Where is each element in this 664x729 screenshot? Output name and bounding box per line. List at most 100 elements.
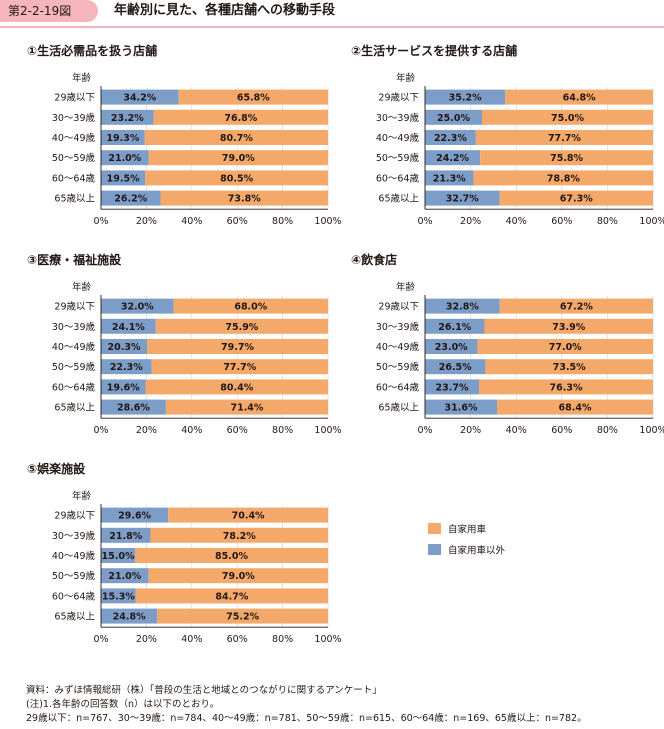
chart5-title: ⑤娯楽施設 [27,461,86,476]
chart1-bar-non-car [101,130,145,145]
footer-counts: 29歳以下：n=767、30～39歳：n=784、40～49歳：n=781、50… [26,713,587,724]
chart5-data-label-non-car: 24.8% [113,612,146,623]
chart2-bar-non-car [425,109,482,125]
chart3-bar-non-car [101,379,146,395]
chart4-bar-car [485,359,653,375]
chart4-bar-non-car [425,339,478,354]
chart4-data-label-non-car: 32.8% [446,302,479,313]
chart4-x-tick-label: 20% [460,425,481,436]
chart4-category-label: 65歳以上 [378,402,419,414]
chart5-data-label-car: 85.0% [215,551,248,562]
chart5-bar-non-car [101,568,149,584]
chart4-bar-car [479,379,653,395]
chart2-data-label-car: 64.8% [563,93,596,104]
chart2-data-label-car: 78.8% [547,173,580,184]
chart5-data-label-car: 78.2% [223,531,256,542]
chart4-x-tick-label: 60% [551,425,572,436]
chart2-title: ②生活サービスを提供する店舗 [351,43,517,58]
chart2-data-label-non-car: 22.3% [434,133,467,144]
chart5-data-label-car: 84.7% [215,591,248,602]
chart2-data-label-non-car: 25.0% [437,113,470,124]
chart4-category-label: 29歳以下 [378,301,419,313]
chart4-bar-car [484,318,653,334]
chart4-data-label-non-car: 26.1% [438,322,471,333]
chart4-data-label-non-car: 31.6% [445,403,478,414]
chart2-bar-non-car [425,150,481,166]
chart5-category-label: 30～39歳 [52,530,96,542]
chart1-data-label-non-car: 19.3% [106,133,139,144]
chart2-category-label: 30～39歳 [376,112,420,124]
chart1-bar-car [153,109,328,125]
chart2-x-tick-label: 80% [597,216,618,227]
chart5-data-label-car: 79.0% [222,571,255,582]
chart3-data-label-car: 75.9% [225,322,258,333]
chart1-data-label-non-car: 23.2% [111,113,144,124]
chart1-data-label-non-car: 21.0% [108,153,141,164]
chart5-x-tick-label: 0% [93,634,108,645]
chart4-data-label-car: 76.3% [550,382,583,393]
chart2-x-tick-label: 40% [506,216,527,227]
chart5-bar-non-car [101,507,169,523]
chart5-data-label-non-car: 15.3% [102,591,135,602]
chart3-bar-car [151,359,328,375]
chart2-ylabel: 年齢 [396,72,416,84]
chart4-category-label: 40～49歳 [376,341,420,353]
chart5-data-label-non-car: 21.0% [108,571,141,582]
chart3-bar-car [173,298,328,314]
chart4-bar-non-car [425,399,498,415]
chart1-x-tick-label: 40% [181,216,202,227]
chart1-category-label: 29歳以下 [54,92,95,104]
chart1-bar-car [160,190,328,206]
chart2-category-label: 65歳以上 [378,193,419,205]
chart3-data-label-car: 80.4% [220,382,253,393]
chart1-bar-car [144,130,328,145]
chart4-bar-non-car [425,359,486,375]
chart2-data-label-car: 75.8% [550,153,583,164]
chart4-bar-non-car [425,298,500,314]
chart1-data-label-car: 73.8% [228,194,261,205]
chart4-data-label-car: 73.5% [553,362,586,373]
chart2-bar-car [480,150,653,166]
chart4-category-label: 60～64歳 [376,381,420,393]
legend-label: 自家用車以外 [448,545,506,557]
chart5-bar-car [135,588,328,604]
chart1-category-label: 50～59歳 [52,152,96,164]
chart1-category-label: 30～39歳 [52,112,96,124]
chart1-x-tick-label: 80% [272,216,293,227]
footer-note: (注)1.各年齢の回答数（n）は以下のとおり。 [26,699,220,710]
chart2-bar-non-car [425,190,500,206]
chart1-data-label-non-car: 19.5% [107,173,140,184]
chart5-bar-non-car [101,527,151,543]
chart3-category-label: 60～64歳 [52,381,96,393]
chart3-title: ③医療・福祉施設 [27,252,122,267]
chart2-category-label: 29歳以下 [378,92,419,104]
chart5-data-label-non-car: 15.0% [102,551,135,562]
chart3-x-tick-label: 60% [227,425,248,436]
chart3-x-tick-label: 80% [272,425,293,436]
chart5-category-label: 50～59歳 [52,570,96,582]
chart5-category-label: 65歳以上 [54,611,95,623]
chart3-data-label-non-car: 24.1% [112,322,145,333]
chart3-bar-non-car [101,298,174,314]
legend-swatch [428,544,441,555]
chart2-category-label: 60～64歳 [376,172,420,184]
chart5-x-tick-label: 100% [314,634,341,645]
chart2-data-label-car: 67.3% [560,194,593,205]
chart1-category-label: 65歳以上 [54,193,95,205]
chart1-category-label: 40～49歳 [52,132,96,144]
chart4-x-tick-label: 0% [417,425,432,436]
chart5-bar-non-car [101,588,136,604]
footer: 資料：みずほ情報総研（株）「普段の生活と地域とのつながりに関するアンケート」 (… [26,684,587,726]
chart2-x-tick-label: 60% [551,216,572,227]
chart3-bar-car [147,339,328,354]
chart3-bar-non-car [101,399,166,415]
chart3-ylabel: 年齢 [72,281,92,293]
chart5-bar-car [150,527,328,543]
footer-source: 資料：みずほ情報総研（株）「普段の生活と地域とのつながりに関するアンケート」 [26,685,382,696]
chart5-data-label-non-car: 21.8% [109,531,142,542]
chart2-data-label-car: 75.0% [551,113,584,124]
chart1-x-tick-label: 60% [227,216,248,227]
chart1-data-label-car: 80.7% [220,133,253,144]
chart5-ylabel: 年齢 [72,490,92,502]
